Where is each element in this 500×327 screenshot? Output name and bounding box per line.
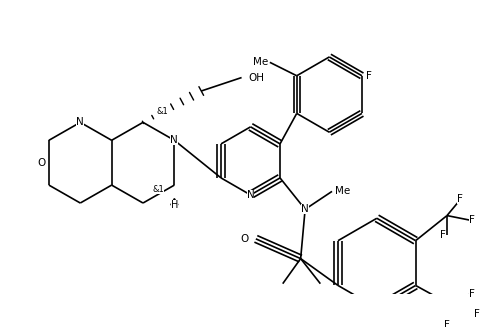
Text: O: O — [38, 158, 46, 168]
Text: Me: Me — [253, 57, 268, 67]
Text: N: N — [170, 135, 178, 145]
Text: OH: OH — [249, 73, 265, 82]
Text: N: N — [302, 204, 309, 214]
Text: H: H — [170, 200, 178, 210]
Text: &1: &1 — [152, 185, 164, 194]
Text: &1: &1 — [157, 107, 168, 116]
Text: F: F — [440, 230, 446, 240]
Text: F: F — [470, 289, 476, 300]
Text: F: F — [444, 320, 450, 327]
Text: F: F — [458, 195, 464, 204]
Polygon shape — [171, 198, 178, 205]
Text: Me: Me — [334, 186, 350, 197]
Text: F: F — [366, 71, 372, 81]
Text: F: F — [474, 309, 480, 319]
Text: N: N — [246, 190, 254, 200]
Text: F: F — [470, 215, 476, 225]
Text: N: N — [76, 117, 84, 128]
Text: O: O — [240, 234, 248, 244]
